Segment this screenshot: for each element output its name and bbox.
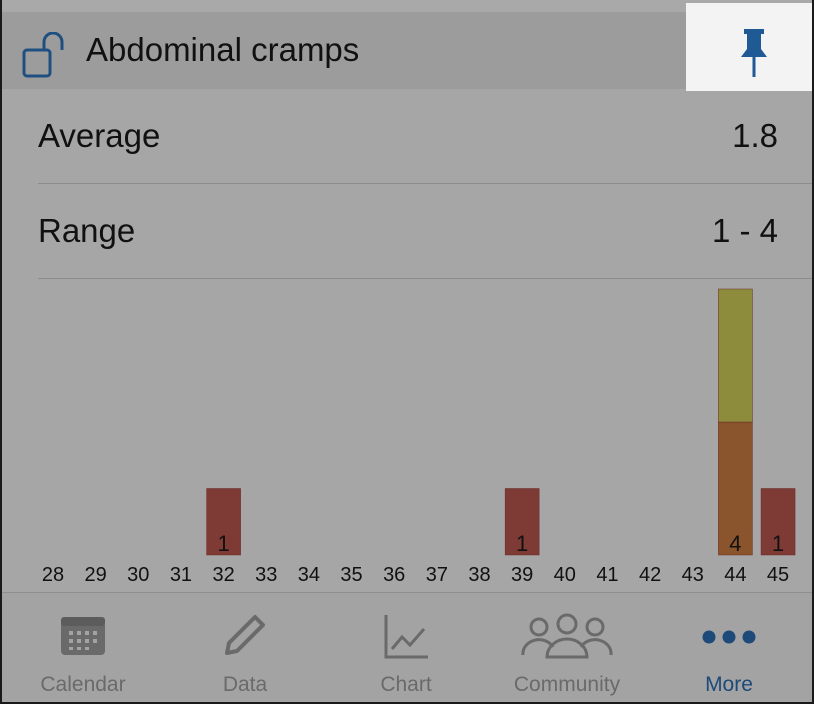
bar-45 <box>760 488 796 556</box>
tab-more[interactable]: More <box>654 593 804 702</box>
bar-data-label: 4 <box>729 531 741 556</box>
tab-community[interactable]: Community <box>492 593 642 702</box>
x-tick-label: 42 <box>638 564 662 586</box>
pin-icon <box>741 29 767 77</box>
top-strip <box>2 0 812 12</box>
x-tick-label: 36 <box>383 564 406 586</box>
x-tick-label: 33 <box>255 564 278 586</box>
tab-bar: Calendar Data Chart Community <box>2 592 812 702</box>
x-tick-label: 29 <box>84 564 107 586</box>
tab-calendar[interactable]: Calendar <box>8 593 158 702</box>
bar-32 <box>206 488 241 556</box>
x-tick-label: 35 <box>340 564 363 586</box>
unlocked-padlock-icon[interactable] <box>22 32 66 80</box>
average-row: Average 1.8 <box>38 89 812 183</box>
x-tick-label: 37 <box>425 564 448 586</box>
bar-data-label: 1 <box>217 531 229 556</box>
average-label: Average <box>38 117 161 154</box>
x-tick-label: 32 <box>212 564 235 586</box>
x-tick-label: 45 <box>766 564 790 586</box>
people-icon <box>521 613 613 659</box>
pencil-icon <box>225 615 265 655</box>
tab-chart[interactable]: Chart <box>331 593 481 702</box>
range-row: Range 1 - 4 <box>38 184 812 278</box>
bar-44-segment-2 <box>718 288 753 423</box>
divider <box>38 183 812 184</box>
symptom-title: Abdominal cramps <box>86 31 360 68</box>
more-dots-icon <box>702 630 756 644</box>
tab-label: Calendar <box>40 673 126 696</box>
x-tick-label: 44 <box>724 564 747 586</box>
pin-button[interactable] <box>686 3 812 91</box>
average-value: 1.8 <box>732 117 778 154</box>
bar-data-label: 1 <box>516 531 528 556</box>
bar-44-segment-1 <box>718 421 753 556</box>
range-label: Range <box>38 212 136 249</box>
bar-39 <box>504 488 540 556</box>
x-tick-label: 30 <box>127 564 150 586</box>
tab-label: Chart <box>380 673 432 696</box>
x-tick-label: 28 <box>41 564 65 586</box>
symptom-header: Abdominal cramps <box>2 3 812 91</box>
x-tick-label: 31 <box>169 564 193 586</box>
tab-label: Community <box>513 673 621 696</box>
tab-label: Data <box>222 673 268 696</box>
tab-data[interactable]: Data <box>170 593 320 702</box>
x-tick-label: 34 <box>297 564 321 586</box>
bar-chart-svg: 1 1 4 1 <box>206 288 796 556</box>
calendar-icon <box>61 617 105 655</box>
x-tick-label: 39 <box>511 564 534 586</box>
tab-label: More <box>705 673 753 696</box>
line-chart-icon <box>384 615 428 659</box>
x-tick-label: 38 <box>468 564 491 586</box>
divider <box>38 278 812 279</box>
range-value: 1 - 4 <box>711 212 778 249</box>
x-tick-label: 43 <box>681 564 704 586</box>
x-tick-label: 40 <box>553 564 576 586</box>
bar-data-label: 1 <box>772 531 784 556</box>
x-tick-label: 41 <box>596 564 619 586</box>
